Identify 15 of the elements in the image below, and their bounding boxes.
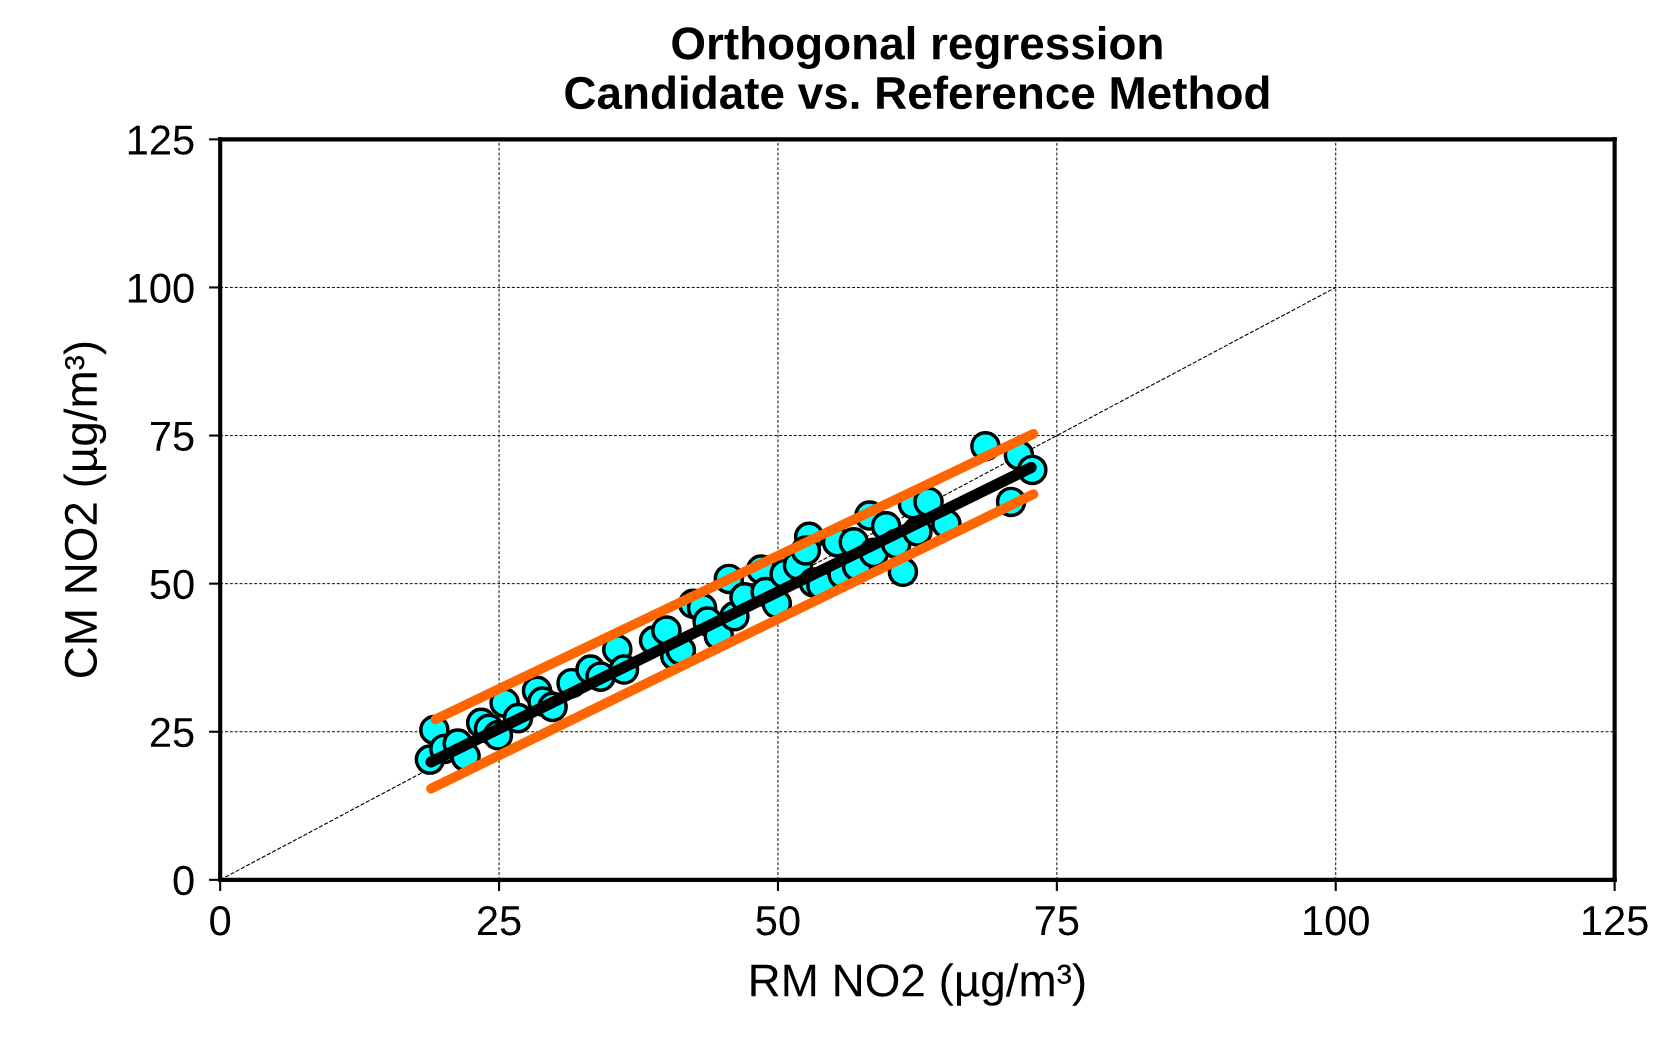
y-axis-title: CM NO2 (µg/m³)	[63, 342, 107, 678]
x-axis-title: RM NO2 (µg/m³)	[751, 963, 1085, 1006]
y-tick-label: 0	[173, 865, 194, 896]
x-tick-label: 50	[756, 905, 800, 936]
x-tick-label: 25	[477, 905, 521, 936]
x-tick-label: 0	[210, 905, 231, 936]
x-tick-label: 125	[1583, 905, 1648, 936]
chart-title: Orthogonal regression Candidate vs. Reference Method	[565, 26, 1269, 110]
y-tick-label: 75	[150, 421, 194, 452]
y-tick-label: 50	[150, 569, 194, 600]
x-tick-label: 100	[1304, 905, 1369, 936]
y-tick-label: 25	[150, 717, 194, 748]
y-tick-label: 100	[128, 273, 194, 303]
x-tick-label: 75	[1035, 906, 1079, 936]
y-tick-label: 125	[128, 125, 194, 155]
